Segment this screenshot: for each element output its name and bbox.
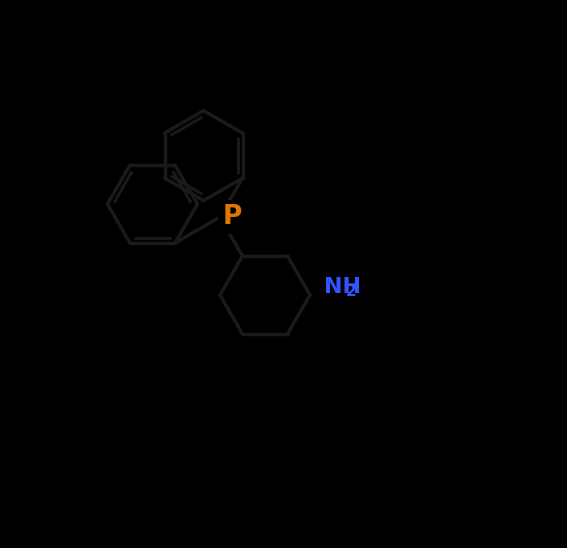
Text: NH: NH — [324, 277, 361, 297]
Text: 2: 2 — [346, 283, 357, 299]
Text: P: P — [222, 204, 242, 230]
